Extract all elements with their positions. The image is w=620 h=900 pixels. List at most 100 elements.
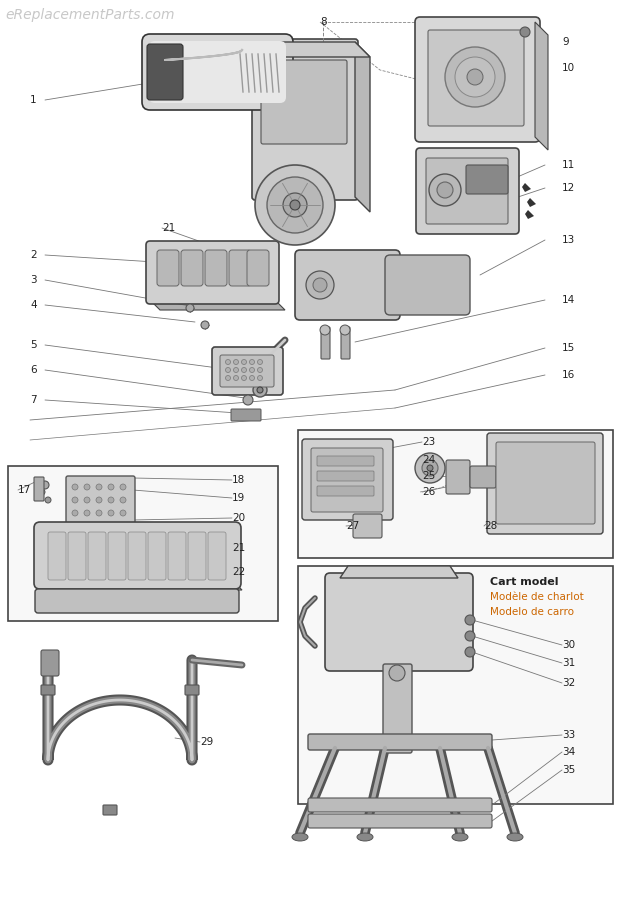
FancyBboxPatch shape (415, 17, 540, 142)
FancyBboxPatch shape (149, 41, 286, 103)
Text: 31: 31 (562, 658, 575, 668)
FancyBboxPatch shape (496, 442, 595, 524)
Text: 4: 4 (30, 300, 37, 310)
Text: 20: 20 (232, 513, 245, 523)
FancyBboxPatch shape (446, 460, 470, 494)
FancyBboxPatch shape (148, 532, 166, 580)
Circle shape (201, 321, 209, 329)
Text: 12: 12 (562, 183, 575, 193)
Text: 28: 28 (484, 521, 497, 531)
Circle shape (234, 359, 239, 364)
FancyBboxPatch shape (317, 486, 374, 496)
Text: 23: 23 (422, 437, 435, 447)
Text: 2: 2 (30, 250, 37, 260)
Circle shape (226, 375, 231, 381)
Circle shape (41, 481, 49, 489)
Text: 24: 24 (422, 455, 435, 465)
Circle shape (84, 510, 90, 516)
FancyBboxPatch shape (8, 466, 278, 621)
Circle shape (45, 497, 51, 503)
Circle shape (253, 383, 267, 397)
Circle shape (39, 489, 45, 495)
Text: 9: 9 (562, 37, 569, 47)
FancyBboxPatch shape (168, 532, 186, 580)
Polygon shape (522, 183, 531, 192)
Circle shape (320, 325, 330, 335)
FancyBboxPatch shape (41, 685, 55, 695)
FancyBboxPatch shape (321, 327, 330, 359)
Text: 5: 5 (30, 340, 37, 350)
Circle shape (415, 453, 445, 483)
Text: 10: 10 (562, 63, 575, 73)
FancyBboxPatch shape (34, 522, 241, 589)
Text: 1: 1 (30, 95, 37, 105)
Circle shape (108, 484, 114, 490)
FancyBboxPatch shape (103, 805, 117, 815)
FancyBboxPatch shape (128, 532, 146, 580)
Text: 35: 35 (562, 765, 575, 775)
Polygon shape (525, 210, 534, 219)
Circle shape (283, 193, 307, 217)
Circle shape (120, 484, 126, 490)
FancyBboxPatch shape (353, 514, 382, 538)
Polygon shape (40, 583, 242, 590)
Text: Cart model: Cart model (490, 577, 559, 587)
FancyBboxPatch shape (487, 433, 603, 534)
Text: 7: 7 (30, 395, 37, 405)
FancyBboxPatch shape (108, 532, 126, 580)
Text: 3: 3 (30, 275, 37, 285)
Circle shape (120, 497, 126, 503)
FancyBboxPatch shape (341, 327, 350, 359)
Ellipse shape (452, 833, 468, 841)
FancyBboxPatch shape (157, 250, 179, 286)
Text: 29: 29 (200, 737, 213, 747)
Circle shape (226, 367, 231, 373)
Text: 22: 22 (232, 567, 246, 577)
Text: 26: 26 (422, 487, 435, 497)
FancyBboxPatch shape (428, 30, 524, 126)
FancyBboxPatch shape (146, 241, 279, 304)
Circle shape (313, 278, 327, 292)
Circle shape (429, 174, 461, 206)
Circle shape (306, 271, 334, 299)
FancyBboxPatch shape (229, 250, 251, 286)
Text: 18: 18 (232, 475, 246, 485)
FancyBboxPatch shape (325, 573, 473, 671)
FancyBboxPatch shape (208, 532, 226, 580)
FancyBboxPatch shape (247, 250, 269, 286)
FancyBboxPatch shape (185, 685, 199, 695)
Circle shape (84, 497, 90, 503)
Circle shape (96, 510, 102, 516)
FancyBboxPatch shape (295, 250, 400, 320)
FancyBboxPatch shape (470, 466, 496, 488)
Circle shape (96, 497, 102, 503)
Circle shape (427, 465, 433, 471)
Text: 25: 25 (422, 471, 435, 481)
FancyBboxPatch shape (317, 456, 374, 466)
Text: 16: 16 (562, 370, 575, 380)
FancyBboxPatch shape (383, 664, 412, 753)
FancyBboxPatch shape (416, 148, 519, 234)
Circle shape (249, 367, 254, 373)
FancyBboxPatch shape (48, 532, 66, 580)
Text: 34: 34 (562, 747, 575, 757)
Circle shape (72, 510, 78, 516)
FancyBboxPatch shape (466, 165, 508, 194)
FancyBboxPatch shape (66, 476, 135, 525)
FancyBboxPatch shape (188, 532, 206, 580)
Text: 21: 21 (162, 223, 175, 233)
Circle shape (267, 177, 323, 233)
Text: 14: 14 (562, 295, 575, 305)
FancyBboxPatch shape (205, 250, 227, 286)
Circle shape (226, 359, 231, 364)
FancyBboxPatch shape (298, 430, 613, 558)
Circle shape (120, 510, 126, 516)
Circle shape (234, 375, 239, 381)
FancyBboxPatch shape (231, 409, 261, 421)
Circle shape (257, 375, 262, 381)
Circle shape (455, 57, 495, 97)
Circle shape (445, 47, 505, 107)
Circle shape (290, 200, 300, 210)
Polygon shape (355, 42, 370, 212)
Circle shape (249, 359, 254, 364)
